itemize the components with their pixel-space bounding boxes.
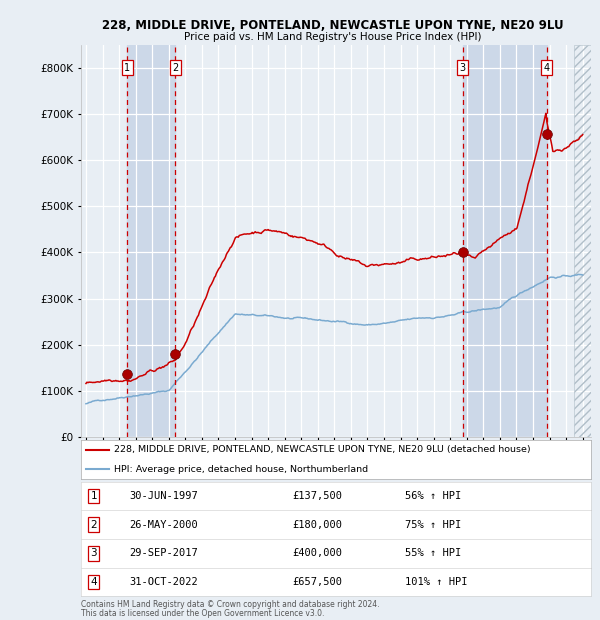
Text: 2: 2 xyxy=(172,63,179,73)
Text: Price paid vs. HM Land Registry's House Price Index (HPI): Price paid vs. HM Land Registry's House … xyxy=(184,32,482,42)
Text: 30-JUN-1997: 30-JUN-1997 xyxy=(130,491,198,501)
Text: £137,500: £137,500 xyxy=(293,491,343,501)
Text: This data is licensed under the Open Government Licence v3.0.: This data is licensed under the Open Gov… xyxy=(81,609,325,618)
Text: 75% ↑ HPI: 75% ↑ HPI xyxy=(405,520,461,529)
Bar xyxy=(463,45,547,437)
Text: 2: 2 xyxy=(91,520,97,529)
Text: 228, MIDDLE DRIVE, PONTELAND, NEWCASTLE UPON TYNE, NE20 9LU (detached house): 228, MIDDLE DRIVE, PONTELAND, NEWCASTLE … xyxy=(114,445,531,454)
Text: Contains HM Land Registry data © Crown copyright and database right 2024.: Contains HM Land Registry data © Crown c… xyxy=(81,600,380,609)
Text: 1: 1 xyxy=(91,491,97,501)
Text: 26-MAY-2000: 26-MAY-2000 xyxy=(130,520,198,529)
Text: 4: 4 xyxy=(91,577,97,587)
Text: 31-OCT-2022: 31-OCT-2022 xyxy=(130,577,198,587)
Text: HPI: Average price, detached house, Northumberland: HPI: Average price, detached house, Nort… xyxy=(114,464,368,474)
Text: 101% ↑ HPI: 101% ↑ HPI xyxy=(405,577,467,587)
Text: 4: 4 xyxy=(544,63,550,73)
Text: £400,000: £400,000 xyxy=(293,549,343,559)
Text: 29-SEP-2017: 29-SEP-2017 xyxy=(130,549,198,559)
Text: 55% ↑ HPI: 55% ↑ HPI xyxy=(405,549,461,559)
Bar xyxy=(127,45,175,437)
Text: 56% ↑ HPI: 56% ↑ HPI xyxy=(405,491,461,501)
Text: 1: 1 xyxy=(124,63,130,73)
Text: 3: 3 xyxy=(91,549,97,559)
Text: £657,500: £657,500 xyxy=(293,577,343,587)
Text: £180,000: £180,000 xyxy=(293,520,343,529)
Text: 228, MIDDLE DRIVE, PONTELAND, NEWCASTLE UPON TYNE, NE20 9LU: 228, MIDDLE DRIVE, PONTELAND, NEWCASTLE … xyxy=(102,19,564,32)
Text: 3: 3 xyxy=(460,63,466,73)
